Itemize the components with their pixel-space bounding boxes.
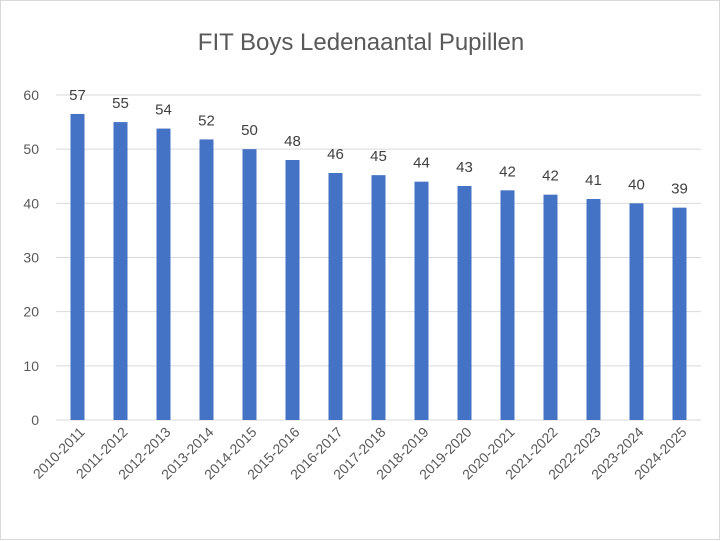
- data-label: 40: [628, 176, 645, 193]
- bar: [285, 160, 300, 420]
- data-label: 48: [284, 133, 301, 150]
- bar: [328, 173, 343, 420]
- y-tick-label: 40: [23, 195, 39, 211]
- bar: [113, 122, 128, 420]
- bar: [586, 199, 601, 420]
- data-label: 54: [155, 102, 172, 119]
- bar: [70, 113, 85, 420]
- data-label: 39: [671, 181, 688, 198]
- bar: [543, 194, 558, 420]
- chart-title: FIT Boys Ledenaantal Pupillen: [197, 29, 525, 56]
- data-label: 52: [198, 112, 215, 129]
- bar: [457, 186, 472, 420]
- data-label: 46: [327, 146, 344, 163]
- data-label: 42: [499, 163, 516, 180]
- data-label: 57: [69, 87, 86, 104]
- bar: [156, 128, 171, 420]
- bar: [500, 190, 515, 420]
- bar: [371, 175, 386, 420]
- data-label: 41: [585, 172, 602, 189]
- data-label: 43: [456, 159, 473, 176]
- bar: [629, 203, 644, 420]
- data-label: 55: [112, 95, 129, 112]
- data-label: 45: [370, 148, 387, 165]
- y-tick-label: 60: [23, 87, 39, 103]
- bar: [242, 149, 257, 420]
- y-tick-label: 30: [23, 250, 39, 266]
- bar: [672, 207, 687, 420]
- data-label: 44: [413, 155, 430, 172]
- data-label: 42: [542, 168, 559, 185]
- bar: [199, 139, 214, 420]
- data-label: 50: [241, 122, 258, 139]
- bar: [414, 181, 429, 420]
- y-tick-label: 50: [23, 141, 39, 157]
- y-tick-label: 20: [23, 304, 39, 320]
- y-tick-label: 10: [23, 358, 39, 374]
- y-tick-label: 0: [31, 412, 39, 428]
